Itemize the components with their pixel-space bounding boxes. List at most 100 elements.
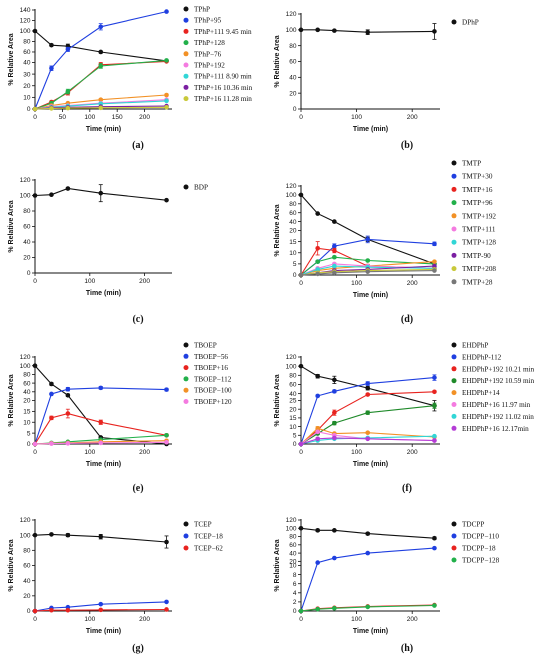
panel-label: (b) — [401, 140, 413, 151]
data-point — [298, 608, 304, 614]
x-tick-label: 100 — [351, 616, 362, 623]
legend-marker — [183, 62, 189, 68]
y-tick-label: 60 — [23, 563, 31, 570]
x-tick-label: 100 — [351, 449, 362, 456]
series-tdcpp-110 — [298, 545, 437, 614]
data-point — [98, 440, 104, 446]
legend-marker — [451, 378, 457, 384]
y-tick-label: 60 — [289, 542, 297, 549]
data-point — [65, 441, 71, 446]
x-tick-label: 200 — [407, 280, 418, 287]
legend-label: TPhP+16 10.36 min — [194, 84, 253, 92]
x-tick-label: 0 — [33, 616, 37, 623]
data-point — [298, 363, 304, 369]
data-point — [432, 259, 437, 264]
x-tick-label: 0 — [33, 278, 37, 285]
data-point — [432, 438, 437, 443]
y-tick-label: 80 — [289, 534, 297, 541]
legend-marker — [451, 279, 457, 285]
panel-label: (h) — [401, 643, 413, 654]
legend-label: TBOEP+120 — [194, 398, 232, 406]
y-tick-label: 40 — [23, 578, 31, 585]
legend-marker — [183, 84, 189, 90]
data-point — [365, 385, 371, 391]
y-tick-label: 8 — [293, 572, 297, 579]
legend-label: TCEP−62 — [194, 545, 223, 553]
data-point — [32, 532, 38, 538]
data-point — [32, 28, 38, 34]
data-point — [332, 555, 337, 561]
legend-label: TMTP+96 — [462, 199, 493, 207]
data-point — [49, 532, 54, 537]
legend-label: TMTP+28 — [462, 278, 493, 286]
legend-marker — [183, 28, 189, 34]
legend-marker — [451, 545, 457, 551]
legend-label: TDCPP−18 — [462, 545, 496, 553]
legend-marker — [183, 353, 189, 359]
y-axis-title: % Relative Area — [8, 374, 15, 426]
legend-label: TMTP+128 — [462, 239, 496, 247]
data-point — [164, 92, 169, 98]
legend-marker — [451, 557, 457, 563]
y-tick-label: 20 — [289, 559, 297, 566]
y-tick-label: 100 — [20, 193, 31, 200]
data-point — [432, 403, 437, 409]
y-axis-title: % Relative Area — [8, 200, 15, 252]
legend-marker — [451, 390, 457, 396]
data-point — [432, 241, 437, 247]
y-tick-label: 60 — [289, 59, 297, 66]
data-point — [98, 49, 104, 55]
x-tick-label: 0 — [299, 280, 303, 287]
data-point — [315, 246, 320, 251]
y-tick-label: 10 — [289, 250, 297, 257]
series-ehdphp-112 — [298, 374, 437, 447]
series-tcep — [32, 532, 169, 549]
legend-marker — [183, 342, 189, 348]
y-tick-label: 40 — [23, 239, 31, 246]
y-tick-label: 2 — [293, 599, 297, 606]
legend-marker — [451, 533, 457, 539]
y-tick-label: 10 — [289, 424, 297, 431]
y-tick-label: 4 — [293, 590, 297, 597]
data-point — [65, 386, 71, 392]
x-axis-title: Time (min) — [353, 628, 388, 635]
data-point — [164, 433, 169, 438]
legend-marker — [183, 365, 189, 371]
y-tick-label: 120 — [286, 354, 297, 361]
legend-label: TBOEP−56 — [194, 353, 228, 361]
legend-label: TPhP+95 — [194, 17, 222, 25]
series-ehdphp-192-10-59-min — [298, 402, 437, 447]
x-axis-title: Time (min) — [86, 461, 121, 468]
y-tick-label: 100 — [286, 363, 297, 370]
data-point — [365, 430, 371, 435]
legend-marker — [451, 521, 457, 527]
legend-label: EHDPhP+192 10.21 min — [462, 365, 535, 373]
panel-label: (d) — [401, 314, 413, 325]
x-axis-title: Time (min) — [353, 292, 388, 299]
x-tick-label: 0 — [299, 616, 303, 623]
legend-label: TDCPP−110 — [462, 533, 499, 541]
data-point — [49, 415, 54, 421]
panel-label: (f) — [402, 483, 412, 494]
series-tboep — [32, 363, 169, 447]
legend-marker — [183, 73, 189, 79]
y-tick-label: 15 — [23, 409, 31, 416]
data-point — [98, 190, 104, 196]
y-tick-label: 5 — [293, 433, 297, 440]
y-tick-label: 0 — [27, 106, 31, 113]
data-point — [164, 197, 169, 203]
legend-label: TMTP+208 — [462, 265, 496, 273]
legend-label: TPhP+111 8.90 min — [194, 73, 252, 81]
data-point — [432, 603, 437, 608]
data-point — [98, 419, 104, 425]
data-point — [65, 105, 71, 111]
x-tick-label: 200 — [407, 449, 418, 456]
y-tick-label: 40 — [289, 75, 297, 82]
legend-marker — [451, 354, 457, 360]
data-point — [315, 560, 320, 565]
data-point — [432, 375, 437, 380]
y-tick-label: 6 — [293, 581, 297, 588]
x-axis-title: Time (min) — [86, 126, 121, 133]
legend-label: TPhP−76 — [194, 50, 222, 58]
